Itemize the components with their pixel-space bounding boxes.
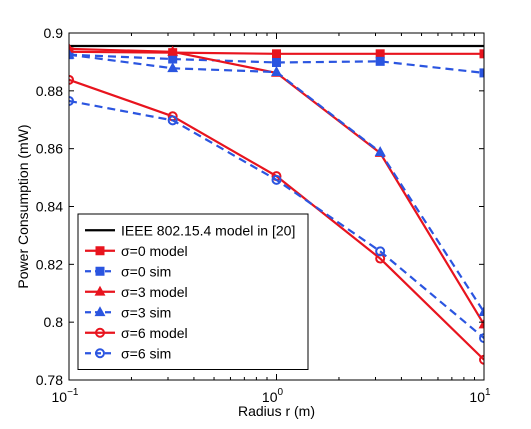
y-tick-label-5: 0.88 bbox=[36, 83, 63, 99]
data-point-4-2 bbox=[271, 65, 282, 76]
series-line-6 bbox=[69, 99, 484, 339]
data-point-3-4 bbox=[478, 318, 484, 329]
legend-box bbox=[77, 213, 309, 370]
series-4 bbox=[69, 48, 484, 316]
y-tick-label-6: 0.9 bbox=[44, 25, 64, 41]
data-point-2-4 bbox=[479, 68, 484, 78]
legend-marker-3 bbox=[94, 285, 106, 296]
data-point-4-4 bbox=[478, 306, 484, 316]
y-tick-label-4: 0.86 bbox=[36, 141, 63, 157]
legend-label-4: σ=3 sim bbox=[121, 304, 171, 320]
y-axis-title: Power Consumption (mW) bbox=[15, 124, 31, 288]
data-point-6-4 bbox=[479, 333, 484, 344]
data-point-6-2 bbox=[271, 174, 282, 185]
data-point-2-2 bbox=[272, 57, 281, 67]
x-tick-label-1: 100 bbox=[262, 387, 284, 405]
y-tick-label-3: 0.84 bbox=[36, 199, 63, 215]
legend-entry-6: σ=6 sim bbox=[85, 345, 171, 361]
legend-marker-2 bbox=[95, 266, 105, 276]
legend-marker-5 bbox=[95, 327, 105, 338]
x-tick-label-0: 10−1 bbox=[52, 387, 79, 405]
legend-label-5: σ=6 model bbox=[121, 325, 188, 341]
legend-entry-3: σ=3 model bbox=[85, 284, 188, 300]
data-point-2-3 bbox=[375, 56, 385, 66]
legend-entry-4: σ=3 sim bbox=[85, 304, 171, 320]
y-tick-label-1: 0.8 bbox=[44, 314, 64, 330]
data-point-1-4 bbox=[479, 49, 484, 59]
data-point-6-1 bbox=[167, 115, 178, 126]
legend-label-6: σ=6 sim bbox=[121, 345, 171, 361]
data-point-6-0 bbox=[69, 95, 74, 106]
data-point-4-3 bbox=[374, 146, 386, 157]
data-point-1-3 bbox=[375, 49, 385, 59]
x-tick-label-2: 101 bbox=[469, 387, 491, 405]
legend-label-2: σ=0 sim bbox=[121, 263, 171, 279]
legend-entry-5: σ=6 model bbox=[85, 325, 188, 341]
data-point-4-0 bbox=[69, 48, 75, 59]
legend-label-3: σ=3 model bbox=[121, 284, 188, 300]
legend-entry-0: IEEE 802.15.4 model in [20] bbox=[85, 222, 295, 238]
y-tick-label-2: 0.82 bbox=[36, 256, 63, 272]
y-tick-label-0: 0.78 bbox=[36, 372, 63, 388]
data-point-1-2 bbox=[272, 49, 281, 59]
legend-entry-1: σ=0 model bbox=[85, 243, 188, 259]
data-point-2-1 bbox=[168, 54, 178, 64]
legend-marker-6 bbox=[95, 348, 105, 359]
series-lines bbox=[69, 42, 484, 365]
legend-marker-4 bbox=[94, 306, 106, 317]
data-point-6-3 bbox=[375, 246, 386, 257]
x-axis-title: Radius r (m) bbox=[238, 403, 315, 419]
axes: 0.78 0.8 0.82 0.84 0.86 0.88 0.9 10−1 100 101 bbox=[36, 25, 491, 405]
legend-marker-1 bbox=[95, 246, 105, 256]
series-line-2 bbox=[69, 53, 484, 75]
legend: IEEE 802.15.4 model in [20] σ=0 model σ=0 … bbox=[77, 213, 309, 370]
data-point-4-1 bbox=[167, 62, 179, 73]
series-6 bbox=[69, 95, 484, 344]
legend-label-1: σ=0 model bbox=[121, 243, 188, 259]
legend-entry-2: σ=0 sim bbox=[85, 263, 171, 279]
data-point-5-4 bbox=[479, 354, 484, 365]
data-point-5-0 bbox=[69, 74, 74, 85]
legend-label-0: IEEE 802.15.4 model in [20] bbox=[121, 222, 295, 238]
data-point-3-1 bbox=[167, 45, 179, 56]
data-point-3-0 bbox=[69, 42, 75, 53]
